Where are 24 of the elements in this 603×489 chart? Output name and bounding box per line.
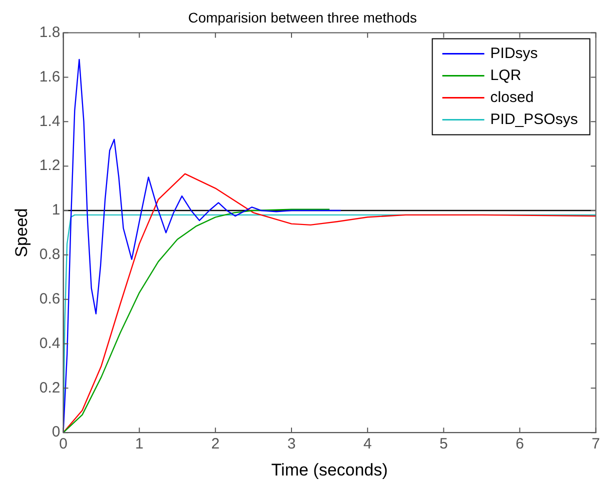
y-tick-label: 1 [52,202,60,219]
x-tick-label: 6 [516,436,524,453]
y-tick-label: 0.8 [39,246,60,264]
legend-label: PID_PSOsys [490,110,578,128]
y-tick-label: 0.4 [39,334,60,352]
legend-label: LQR [490,66,522,84]
y-axis-title: Speed [12,208,31,258]
y-tick-label: 1.6 [39,68,60,86]
x-tick-label: 7 [592,436,600,453]
y-tick-label: 0 [52,424,60,441]
x-tick-label: 2 [211,436,220,453]
legend-label: closed [490,88,534,106]
chart-title: Comparision between three methods [188,9,417,26]
y-tick-label: 1.2 [39,157,60,174]
x-axis-title: Time (seconds) [271,460,388,480]
y-tick-label: 0.6 [39,290,60,308]
legend-label: PIDsys [490,44,538,62]
x-tick-label: 3 [287,436,296,453]
x-tick-label: 5 [439,436,448,453]
x-tick-label: 4 [363,436,372,453]
y-tick-label: 0.2 [39,379,60,396]
y-tick-label: 1.4 [39,112,60,130]
y-tick-label: 1.8 [39,24,60,41]
x-tick-label: 1 [135,436,144,453]
